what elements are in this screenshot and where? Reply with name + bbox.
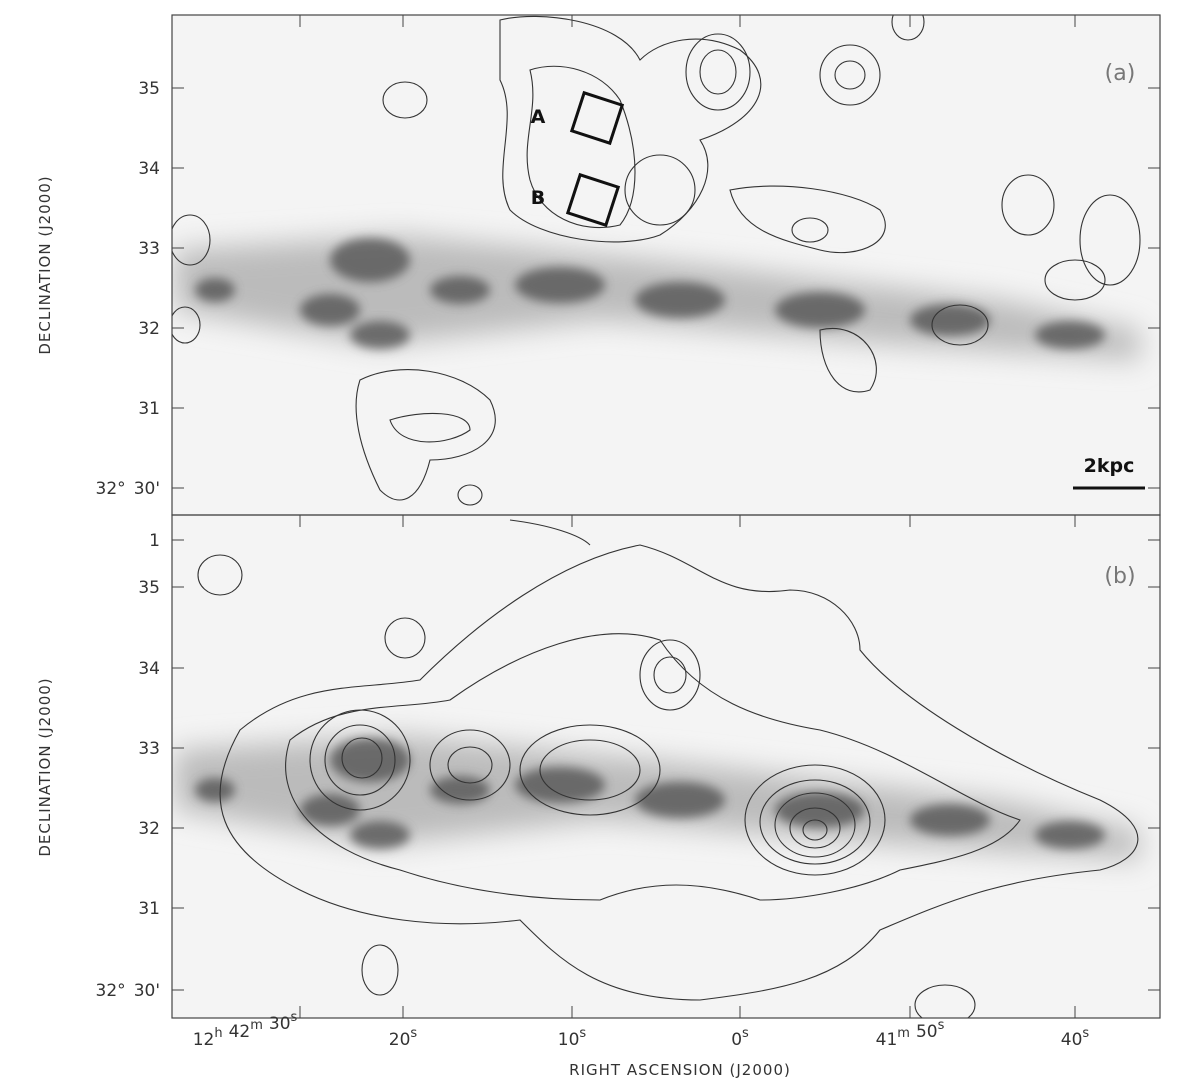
x-tick-number: 50 xyxy=(916,1022,938,1042)
x-tick-label: 41m 50s xyxy=(876,1018,945,1050)
y-axis-label: DECLINATION (J2000) xyxy=(36,175,54,354)
y-tick-part: 35 xyxy=(138,578,160,598)
x-tick-label: 0s xyxy=(731,1026,749,1050)
x-tick-number: 40 xyxy=(1061,1030,1083,1050)
region-boxes xyxy=(565,90,625,228)
y-tick-label: 31 xyxy=(138,399,160,419)
y-tick-label: 34 xyxy=(138,659,160,679)
y-tick-part: 34 xyxy=(138,659,160,679)
x-tick-label: 10s xyxy=(558,1026,587,1050)
y-tick-label: 31 xyxy=(138,899,160,919)
y-tick-part: 31 xyxy=(138,399,160,419)
y-tick-part: 34 xyxy=(138,159,160,179)
region-label: A xyxy=(531,106,546,128)
y-tick-part: 35 xyxy=(138,79,160,99)
x-tick-unit: s xyxy=(579,1026,586,1041)
x-tick-number: 10 xyxy=(558,1030,580,1050)
panel-b-frame xyxy=(171,514,1161,1019)
x-tick-label: 20s xyxy=(389,1026,418,1050)
x-tick-unit: s xyxy=(742,1026,749,1041)
y-tick-part: 30' xyxy=(134,981,160,1001)
y-tick-part: 31 xyxy=(138,899,160,919)
y-tick-label: 1 xyxy=(149,531,160,551)
panel-label: (b) xyxy=(1104,564,1135,589)
y-tick-part: 32° xyxy=(96,981,126,1001)
x-tick-unit: s xyxy=(410,1026,417,1041)
y-tick-label: 32° 30' xyxy=(96,479,160,499)
x-tick-number: 30 xyxy=(269,1014,291,1034)
y-tick-label: 32 xyxy=(138,819,160,839)
y-axis-label: DECLINATION (J2000) xyxy=(36,677,54,856)
y-tick-part: 1 xyxy=(149,531,160,551)
x-tick-number: 42 xyxy=(229,1022,251,1042)
y-tick-label: 33 xyxy=(138,739,160,759)
y-tick-part: 33 xyxy=(138,239,160,259)
y-tick-label: 35 xyxy=(138,79,160,99)
y-tick-label: 32° 30' xyxy=(96,981,160,1001)
x-tick-unit: s xyxy=(938,1018,945,1033)
y-tick-part: 32 xyxy=(138,319,160,339)
scale-bar-label: 2kpc xyxy=(1084,455,1135,477)
region-label: B xyxy=(531,187,545,209)
y-tick-label: 33 xyxy=(138,239,160,259)
x-tick-label: 12h 42m 30s xyxy=(193,1010,298,1050)
x-tick-label: 40s xyxy=(1061,1026,1090,1050)
panel-label: (a) xyxy=(1105,61,1136,86)
contours-a xyxy=(172,15,1141,506)
y-tick-part: 32 xyxy=(138,819,160,839)
x-tick-number: 20 xyxy=(389,1030,411,1050)
x-tick-unit: m xyxy=(250,1018,263,1033)
x-tick-number: 41 xyxy=(876,1030,898,1050)
y-tick-part: 33 xyxy=(138,739,160,759)
y-tick-part: 32° xyxy=(96,479,126,499)
y-tick-label: 35 xyxy=(138,578,160,598)
x-tick-unit: s xyxy=(1082,1026,1089,1041)
x-tick-unit: h xyxy=(214,1026,222,1041)
y-tick-label: 34 xyxy=(138,159,160,179)
y-tick-part: 30' xyxy=(134,479,160,499)
x-axis-label: RIGHT ASCENSION (J2000) xyxy=(569,1061,791,1079)
y-tick-label: 32 xyxy=(138,319,160,339)
contours-b xyxy=(197,519,1139,1018)
x-tick-unit: s xyxy=(291,1010,298,1025)
x-tick-unit: m xyxy=(897,1026,910,1041)
x-tick-number: 0 xyxy=(731,1030,742,1050)
x-tick-number: 12 xyxy=(193,1030,215,1050)
